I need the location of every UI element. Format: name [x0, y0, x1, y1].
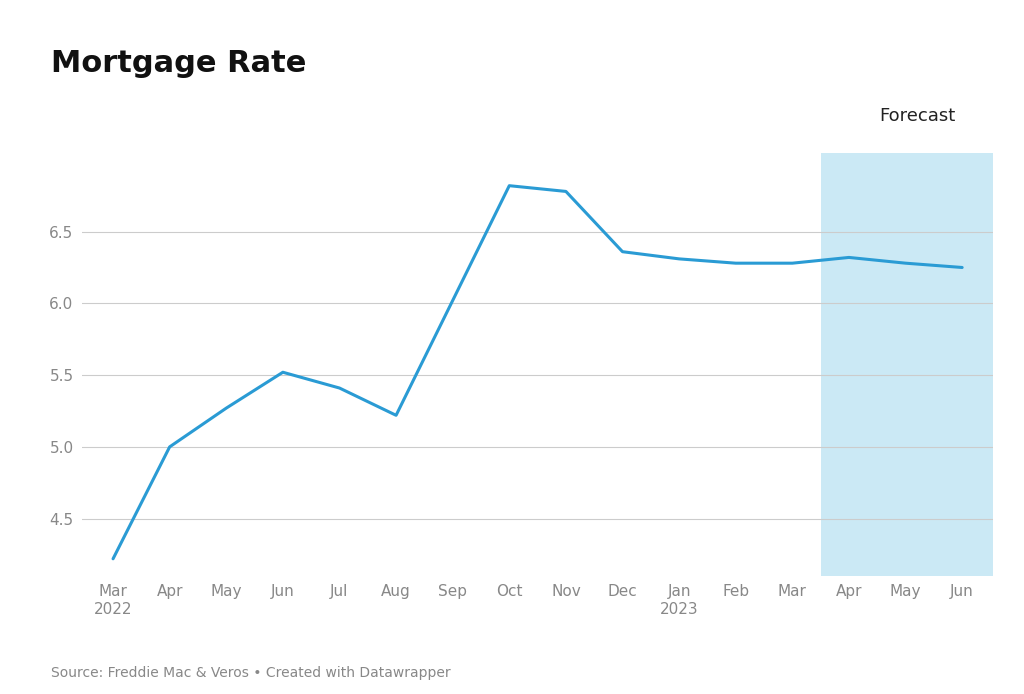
Bar: [820, 153, 993, 576]
Text: Source: Freddie Mac & Veros • Created with Datawrapper: Source: Freddie Mac & Veros • Created wi…: [51, 666, 451, 680]
Text: Forecast: Forecast: [879, 107, 955, 125]
Text: Mortgage Rate: Mortgage Rate: [51, 49, 306, 78]
